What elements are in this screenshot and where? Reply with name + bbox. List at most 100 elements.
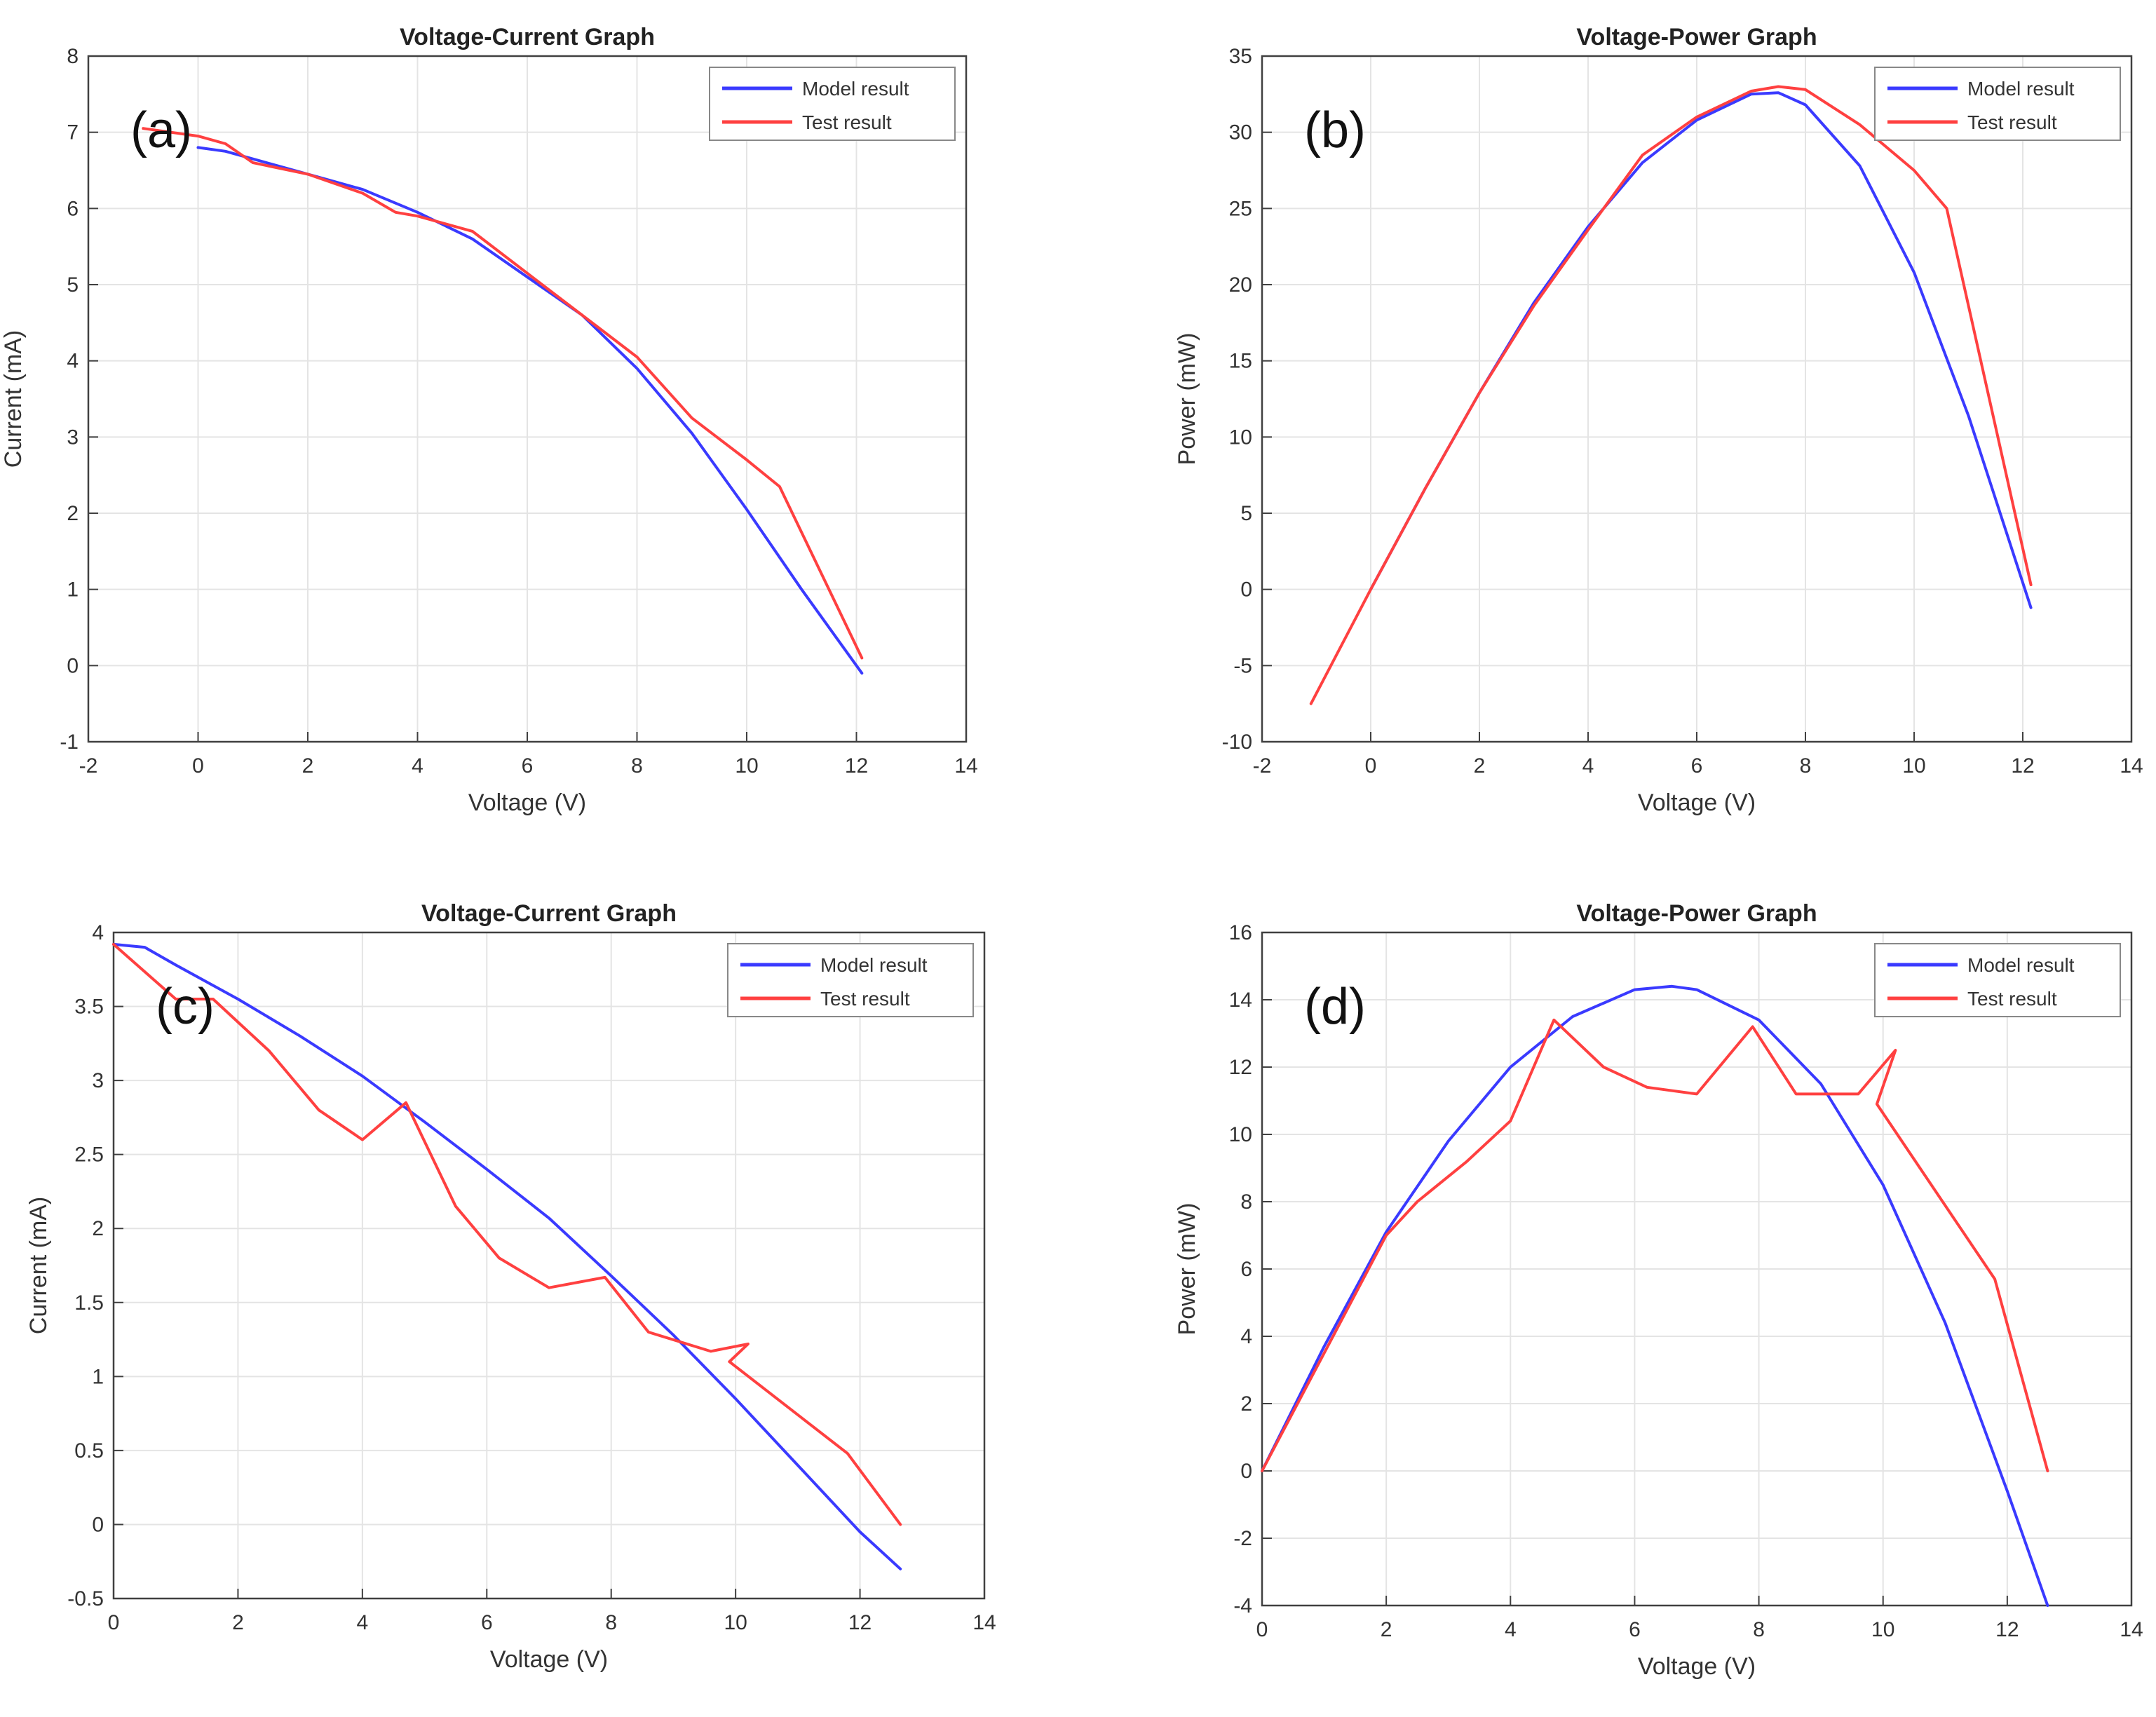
legend-label: Test result [1967, 111, 2057, 133]
chart-title: Voltage-Current Graph [421, 900, 677, 927]
x-tick-label: 0 [1256, 1618, 1268, 1641]
x-tick-label: 14 [2120, 754, 2143, 778]
x-tick-label: 2 [1474, 754, 1486, 778]
series-line-test [1261, 1018, 2049, 1472]
y-tick-label: 7 [67, 121, 79, 144]
y-tick-label: 6 [67, 197, 79, 220]
y-tick-label: 12 [1229, 1056, 1252, 1079]
legend-label: Model result [1967, 78, 2075, 100]
x-tick-label: 6 [1691, 754, 1703, 778]
plot-area [114, 932, 984, 1599]
legend-label: Test result [1967, 988, 2057, 1010]
y-tick-label: 0 [1240, 578, 1252, 602]
y-axis-label: Current (mA) [0, 330, 27, 468]
x-tick-label: 12 [845, 754, 868, 778]
x-tick-label: 8 [1753, 1618, 1765, 1641]
y-tick-label: 0.5 [74, 1439, 104, 1462]
legend: Model result Test result [709, 67, 956, 141]
y-tick-label: 4 [92, 921, 104, 944]
y-tick-label: 3.5 [74, 996, 104, 1019]
y-tick-label: 2 [67, 502, 79, 525]
x-tick-label: 4 [1505, 1618, 1517, 1641]
y-tick-label: 4 [1240, 1325, 1252, 1348]
series-line-model [196, 146, 864, 675]
x-tick-label: 10 [724, 1611, 747, 1634]
y-tick-label: 3 [92, 1069, 104, 1092]
y-tick-label: -1 [60, 731, 79, 754]
x-tick-label: 12 [848, 1611, 872, 1634]
series-line-test [112, 942, 902, 1526]
y-tick-label: 35 [1229, 45, 1252, 68]
y-tick-label: 0 [1240, 1460, 1252, 1483]
y-tick-label: -0.5 [67, 1587, 104, 1610]
plot-frame [112, 931, 986, 1600]
legend: Model result Test result [727, 943, 974, 1017]
y-tick-label: 8 [67, 45, 79, 68]
x-tick-label: 2 [232, 1611, 244, 1634]
x-tick-label: 14 [2120, 1618, 2143, 1641]
series-line-test [142, 127, 864, 660]
y-tick-label: 3 [67, 426, 79, 449]
x-tick-label: 14 [954, 754, 977, 778]
legend-box [727, 943, 974, 1017]
x-tick-label: 4 [1582, 754, 1594, 778]
y-tick-label: 6 [1240, 1258, 1252, 1281]
y-tick-label: 16 [1229, 921, 1252, 944]
y-tick-label: 15 [1229, 350, 1252, 373]
legend-label: Model result [820, 954, 928, 976]
x-tick-label: 8 [605, 1611, 617, 1634]
chart-panel-3: 0 2 4 6 8 10 12 14-0.500.511.522.533.54Voltage-… [25, 900, 996, 1673]
y-tick-label: 0 [67, 654, 79, 677]
x-axis-label: Voltage (V) [490, 1646, 608, 1673]
y-tick-label: 10 [1229, 426, 1252, 449]
chart-title: Voltage-Power Graph [1576, 900, 1817, 927]
x-tick-label: -2 [1253, 754, 1272, 778]
x-tick-label: 10 [1871, 1618, 1894, 1641]
legend: Model result Test result [1874, 67, 2121, 141]
x-tick-label: 12 [1995, 1618, 2019, 1641]
panel-label: (d) [1304, 979, 1366, 1035]
x-tick-label: 10 [1902, 754, 1925, 778]
x-axis-label: Voltage (V) [1638, 1653, 1756, 1680]
x-tick-label: 4 [412, 754, 423, 778]
x-axis-label: Voltage (V) [468, 789, 586, 816]
y-tick-label: 0 [92, 1513, 104, 1536]
y-axis-label: Power (mW) [1174, 333, 1200, 466]
x-tick-label: 8 [631, 754, 643, 778]
chart-panel-2: -2 0 2 4 6 8 10 12 14 -10 -5 0 5 10 15 20 25 30 35 Voltage-… [1174, 24, 2143, 816]
series-line-test [1309, 85, 2033, 705]
x-tick-label: 14 [972, 1611, 996, 1634]
x-tick-label: 8 [1800, 754, 1812, 778]
x-tick-label: 0 [108, 1611, 120, 1634]
x-tick-label: 6 [1629, 1618, 1641, 1641]
legend: Model result Test result [1874, 943, 2121, 1017]
y-tick-label: 5 [1240, 502, 1252, 525]
y-tick-label: -4 [1233, 1594, 1252, 1617]
y-tick-label: 25 [1229, 197, 1252, 220]
series-line-model [1261, 984, 2049, 1607]
y-tick-label: 1 [67, 578, 79, 602]
chart-title: Voltage-Current Graph [400, 24, 655, 50]
y-tick-label: -10 [1222, 731, 1252, 754]
chart-panel-4: 0 2 4 6 8 10 12 14 -4 -2 0 2 4 6 8 10 12 14 16 Voltage-Powe… [1174, 900, 2143, 1680]
legend-label: Model result [1967, 954, 2075, 976]
x-tick-label: 0 [192, 754, 204, 778]
y-tick-label: 30 [1229, 121, 1252, 144]
y-tick-label: 1 [92, 1365, 104, 1388]
x-tick-label: 12 [2011, 754, 2034, 778]
y-tick-label: 4 [67, 350, 79, 373]
series-line-model [112, 942, 902, 1570]
y-axis-label: Power (mW) [1174, 1203, 1200, 1336]
x-tick-label: 2 [302, 754, 314, 778]
y-tick-label: 2 [1240, 1392, 1252, 1416]
x-tick-label: 10 [735, 754, 758, 778]
x-axis-label: Voltage (V) [1638, 789, 1756, 816]
y-tick-label: 1.5 [74, 1291, 104, 1315]
x-tick-label: 6 [522, 754, 534, 778]
legend-box [1874, 943, 2121, 1017]
chart-title: Voltage-Power Graph [1576, 24, 1817, 50]
legend-label: Test result [820, 988, 910, 1010]
y-tick-label: -5 [1233, 654, 1252, 677]
x-tick-label: 2 [1381, 1618, 1392, 1641]
